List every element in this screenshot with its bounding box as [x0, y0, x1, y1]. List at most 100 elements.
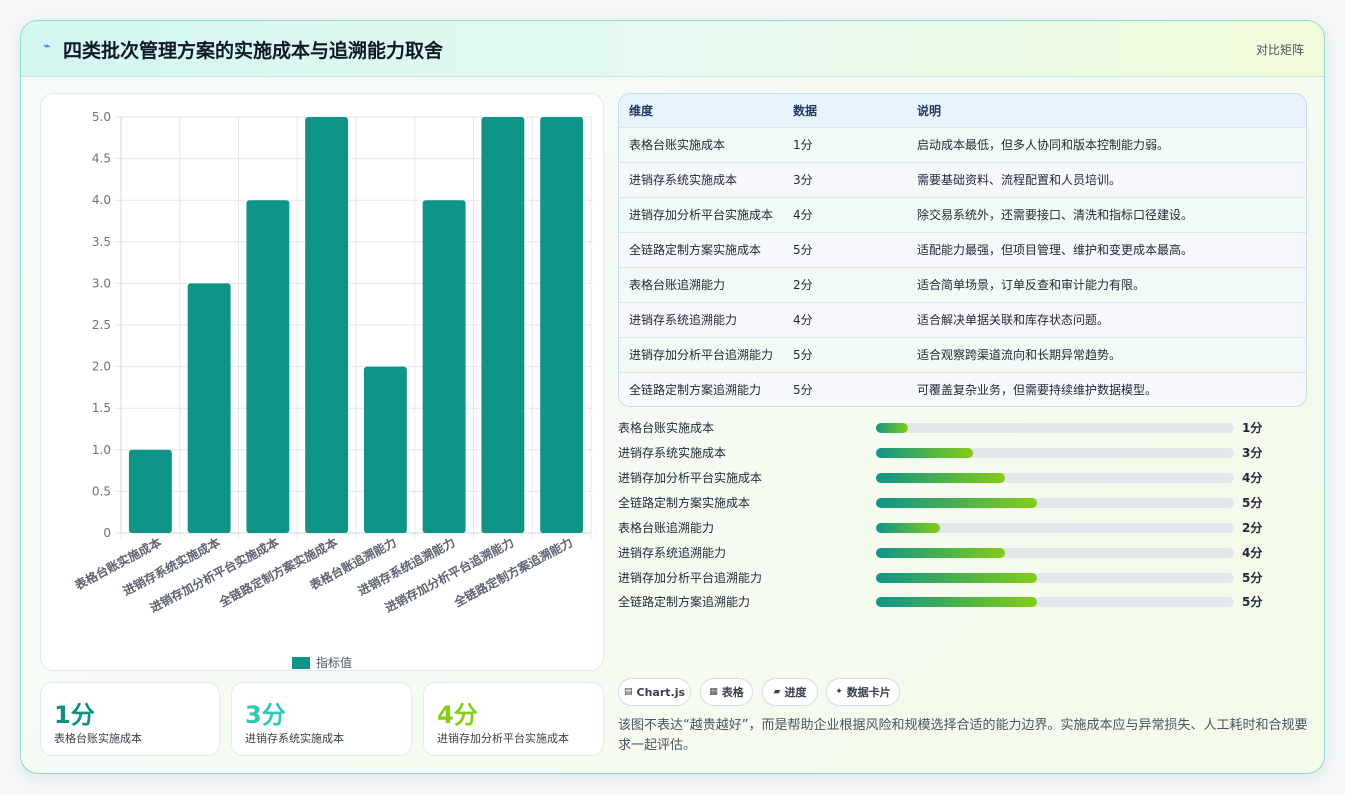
- table-icon: ▦: [709, 687, 718, 697]
- bar: [128, 449, 172, 533]
- y-tick-label: 3.5: [92, 235, 111, 249]
- chip-table[interactable]: ▦ 表格: [700, 678, 753, 706]
- stat-card: 1分 表格台账实施成本: [40, 682, 220, 756]
- cell-dimension: 进销存加分析平台追溯能力: [629, 348, 774, 362]
- progress-row: 表格台账追溯能力 2分: [618, 517, 1307, 537]
- x-tick-label: 进销存系统实施成本: [120, 534, 222, 598]
- chip-data-card[interactable]: ✦ 数据卡片: [826, 678, 900, 706]
- cell-dimension: 全链路定制方案追溯能力: [629, 383, 762, 398]
- progress-fill: [876, 597, 1038, 607]
- column-header: 数据: [793, 103, 818, 118]
- cell-description: 适合解决单据关联和库存状态问题。: [917, 313, 1110, 327]
- stat-value: 3分: [245, 701, 286, 729]
- header-tag: 对比矩阵: [1255, 43, 1304, 57]
- progress-label: 表格台账追溯能力: [618, 521, 715, 535]
- chip-label: 表格: [721, 686, 744, 699]
- progress-value: 3分: [1242, 446, 1263, 460]
- bar-chart-panel: 0 0.5 1.0 1.5 2.0 2.5 3.0 3.5 4.0 4.5 5.0 表格台账实施成本进…: [40, 93, 604, 671]
- progress-label: 进销存加分析平台实施成本: [618, 471, 763, 485]
- y-tick-label: 1.0: [92, 443, 111, 457]
- cell-value: 5分: [793, 348, 813, 362]
- cell-value: 4分: [793, 313, 813, 327]
- table-row: 全链路定制方案追溯能力 5分 可覆盖复杂业务，但需要持续维护数据模型。: [619, 372, 1306, 406]
- progress-row: 进销存系统追溯能力 4分: [618, 542, 1307, 562]
- progress-value: 1分: [1242, 421, 1263, 435]
- cell-dimension: 表格台账实施成本: [629, 138, 726, 152]
- cell-description: 适合观察跨渠道流向和长期异常趋势。: [917, 348, 1122, 362]
- cell-description: 适配能力最强，但项目管理、维护和变更成本最高。: [917, 243, 1194, 257]
- progress-track: [876, 448, 1234, 458]
- progress-track: [876, 523, 1234, 533]
- legend-label[interactable]: 指标值: [316, 656, 353, 670]
- cell-dimension: 全链路定制方案实施成本: [629, 243, 762, 257]
- legend-swatch[interactable]: [292, 657, 310, 669]
- progress-fill: [876, 548, 1005, 558]
- progress-label: 全链路定制方案追溯能力: [618, 595, 751, 609]
- cell-dimension: 表格台账追溯能力: [629, 278, 726, 292]
- cell-dimension: 进销存加分析平台实施成本: [629, 208, 774, 222]
- progress-fill: [876, 473, 1005, 483]
- y-tick-label: 2.0: [92, 360, 111, 374]
- y-tick-label: 1.5: [92, 401, 111, 415]
- cell-value: 1分: [793, 138, 813, 152]
- stat-value: 4分: [437, 701, 478, 729]
- bar: [187, 283, 231, 533]
- y-tick-label: 5.0: [92, 110, 111, 124]
- x-tick-label: 进销存系统追溯能力: [355, 534, 457, 598]
- progress-list: 表格台账实施成本 1分 进销存系统实施成本 3分 进销存加分析平台实施成本 4分…: [618, 417, 1307, 609]
- progress-row: 进销存加分析平台实施成本 4分: [618, 467, 1307, 487]
- stat-card: 4分 进销存加分析平台实施成本: [423, 682, 604, 756]
- progress-value: 4分: [1242, 471, 1263, 485]
- chip-label: Chart.js: [636, 685, 686, 699]
- progress-row: 进销存加分析平台追溯能力 5分: [618, 567, 1307, 587]
- table-row: 进销存系统追溯能力 4分 适合解决单据关联和库存状态问题。: [619, 302, 1306, 337]
- cell-value: 4分: [793, 208, 813, 222]
- bar: [540, 117, 584, 533]
- cell-description: 需要基础资料、流程配置和人员培训。: [917, 173, 1122, 187]
- cell-dimension: 进销存系统实施成本: [629, 173, 738, 187]
- progress-label: 全链路定制方案实施成本: [618, 496, 751, 510]
- progress-label: 表格台账实施成本: [618, 421, 715, 435]
- progress-value: 4分: [1242, 546, 1263, 560]
- cell-value: 5分: [793, 243, 813, 257]
- progress-track: [876, 548, 1234, 558]
- progress-row: 进销存系统实施成本 3分: [618, 442, 1307, 462]
- table-row: 进销存加分析平台实施成本 4分 除交易系统外，还需要接口、清洗和指标口径建设。: [619, 197, 1306, 232]
- bar: [363, 366, 407, 533]
- bar-chart: 00.51.01.52.02.53.03.54.04.55.0表格台账实施成本进…: [71, 110, 592, 615]
- progress-track: [876, 573, 1234, 583]
- page-title: 四类批次管理方案的实施成本与追溯能力取舍: [63, 40, 444, 62]
- cell-description: 除交易系统外，还需要接口、清洗和指标口径建设。: [917, 208, 1194, 222]
- cell-description: 可覆盖复杂业务，但需要持续维护数据模型。: [917, 383, 1158, 398]
- cell-description: 适合简单场景，订单反查和审计能力有限。: [917, 278, 1146, 292]
- progress-track: [876, 498, 1234, 508]
- sparkle-icon: ✦: [835, 687, 843, 697]
- stat-card: 3分 进销存系统实施成本: [231, 682, 412, 756]
- dashboard-card: ⌁ 四类批次管理方案的实施成本与追溯能力取舍 对比矩阵 0 0.5 1.0 1.5 2.…: [20, 20, 1325, 774]
- column-header: 说明: [917, 103, 942, 118]
- stat-value: 1分: [54, 701, 95, 729]
- progress-row: 全链路定制方案追溯能力 5分: [618, 591, 1307, 611]
- bar: [246, 200, 290, 533]
- y-tick-label: 0.5: [92, 484, 111, 498]
- cell-description: 启动成本最低，但多人协同和版本控制能力弱。: [917, 138, 1170, 152]
- table-header-row: 维度 数据 说明: [619, 94, 1306, 127]
- y-tick-label: 2.5: [92, 318, 111, 332]
- progress-fill: [876, 448, 973, 458]
- lightning-icon: ⌁: [43, 39, 51, 54]
- progress-fill: [876, 423, 909, 433]
- y-tick-label: 3.0: [92, 276, 111, 290]
- stat-label: 进销存加分析平台实施成本: [437, 732, 569, 745]
- bar: [481, 117, 525, 533]
- progress-track: [876, 473, 1234, 483]
- bar: [305, 117, 349, 533]
- progress-value: 5分: [1242, 571, 1263, 585]
- progress-value: 5分: [1242, 595, 1263, 609]
- progress-value: 2分: [1242, 521, 1263, 535]
- chip-chartjs[interactable]: ▤ Chart.js: [618, 678, 691, 706]
- table-row: 表格台账实施成本 1分 启动成本最低，但多人协同和版本控制能力弱。: [619, 127, 1306, 162]
- table-row: 进销存加分析平台追溯能力 5分 适合观察跨渠道流向和长期异常趋势。: [619, 337, 1306, 372]
- chip-progress[interactable]: ▰ 进度: [762, 678, 818, 706]
- chart-icon: ▤: [623, 687, 633, 697]
- table-row: 进销存系统实施成本 3分 需要基础资料、流程配置和人员培训。: [619, 162, 1306, 197]
